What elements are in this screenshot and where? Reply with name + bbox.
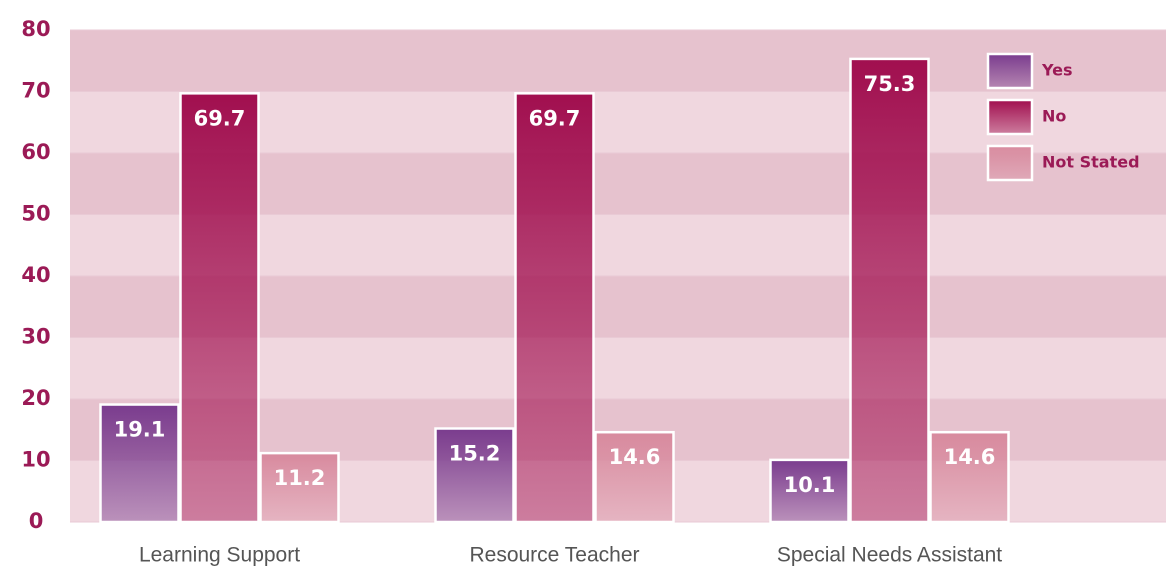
value-label: 10.1 bbox=[784, 473, 836, 497]
value-label: 14.6 bbox=[944, 445, 996, 469]
value-label: 14.6 bbox=[609, 445, 661, 469]
value-label: 69.7 bbox=[529, 106, 581, 130]
y-tick-label: 50 bbox=[21, 202, 50, 226]
y-tick-label: 70 bbox=[21, 79, 50, 103]
x-tick-label: Learning Support bbox=[139, 544, 300, 567]
bar bbox=[179, 92, 260, 524]
legend-swatch bbox=[986, 144, 1034, 182]
x-tick-label: Resource Teacher bbox=[469, 544, 639, 567]
y-tick-label: 80 bbox=[21, 17, 50, 41]
value-label: 69.7 bbox=[194, 106, 246, 130]
y-tick-label: 30 bbox=[21, 325, 50, 349]
legend-swatch bbox=[986, 52, 1034, 90]
bar bbox=[99, 403, 180, 524]
legend-swatch bbox=[986, 98, 1034, 136]
bar bbox=[514, 92, 595, 524]
value-label: 75.3 bbox=[864, 72, 916, 96]
bar bbox=[594, 430, 675, 524]
bar bbox=[769, 458, 850, 524]
y-tick-label: 10 bbox=[21, 448, 50, 472]
value-label: 11.2 bbox=[274, 466, 326, 490]
bar bbox=[434, 427, 515, 524]
y-tick-label: 20 bbox=[21, 386, 50, 410]
bar bbox=[259, 451, 340, 524]
y-tick-label: 0 bbox=[29, 509, 44, 533]
value-label: 19.1 bbox=[114, 418, 166, 442]
y-tick-label: 60 bbox=[21, 140, 50, 164]
legend-label: Yes bbox=[1041, 61, 1073, 80]
bar bbox=[849, 57, 930, 524]
bar bbox=[929, 430, 1010, 524]
y-tick-label: 40 bbox=[21, 263, 50, 287]
value-label: 15.2 bbox=[449, 442, 501, 466]
x-tick-label: Special Needs Assistant bbox=[777, 544, 1002, 567]
legend-label: Not Stated bbox=[1042, 153, 1140, 172]
band bbox=[70, 30, 1166, 92]
legend-label: No bbox=[1042, 107, 1066, 126]
